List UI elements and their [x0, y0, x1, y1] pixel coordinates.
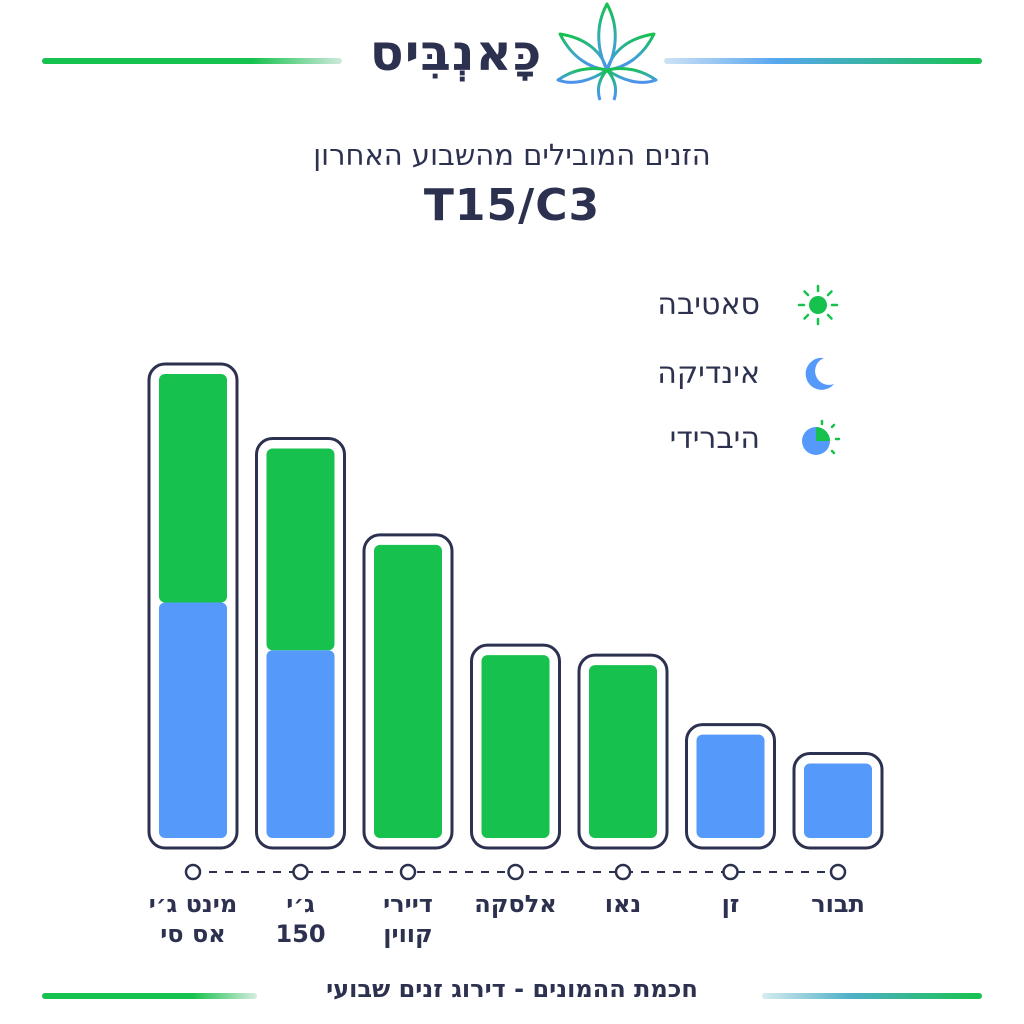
- sun-icon: [797, 284, 839, 326]
- x-tick-label: אלסקה: [474, 890, 556, 918]
- bar-segment: [374, 544, 442, 838]
- legend-label: סאטיבה: [657, 287, 760, 322]
- legend-item-indica: אינדיקה: [600, 349, 840, 399]
- legend-label: אינדיקה: [657, 356, 760, 391]
- legend-item-sativa: סאטיבה: [600, 280, 840, 330]
- half-sun-moon-icon: [802, 419, 840, 455]
- bar-segment: [159, 602, 227, 838]
- axis-marker: [399, 863, 417, 881]
- cannabis-leaf-icon: [556, 2, 658, 101]
- chart-title: T15/C3: [423, 180, 601, 231]
- top-left-divider: [42, 58, 342, 64]
- x-tick-label: קווין: [383, 920, 432, 948]
- x-tick-label: נאו: [605, 890, 642, 918]
- bar-segment: [589, 665, 657, 838]
- footer-text: חכמת ההמונים - דירוג זנים שבועי: [326, 975, 698, 1003]
- x-tick-label: תבור: [811, 890, 865, 918]
- moon-icon: [805, 357, 834, 390]
- axis-marker: [722, 863, 739, 881]
- bottom-right-divider: [762, 993, 982, 999]
- bar-segment: [804, 763, 872, 838]
- x-tick-label: 150: [275, 920, 325, 948]
- bar-segment: [696, 734, 765, 838]
- legend-label: היברידי: [669, 421, 760, 456]
- legend-item-hybrid: היברידי: [600, 414, 840, 464]
- bar-segment: [481, 655, 550, 838]
- bar-segment: [159, 373, 227, 603]
- bar-segment: [266, 650, 335, 838]
- x-tick-label: אס סי: [160, 920, 226, 948]
- axis-marker: [507, 863, 524, 881]
- axis-marker: [292, 863, 309, 881]
- axis-marker: [614, 863, 632, 881]
- axis-marker: [829, 863, 847, 881]
- axis-marker: [184, 863, 202, 881]
- top-right-divider: [664, 58, 982, 64]
- chart-subtitle: הזנים המובילים מהשבוע האחרון: [313, 138, 711, 172]
- bar-segment: [266, 448, 335, 651]
- brand-name: כָּאנְבִּיס: [369, 24, 543, 82]
- x-tick-label: זן: [722, 890, 740, 918]
- x-tick-label: מינט ג׳י: [149, 890, 237, 918]
- bottom-left-divider: [42, 993, 257, 999]
- x-tick-label: דיירי: [383, 890, 433, 918]
- x-tick-label: ג׳י: [286, 890, 315, 918]
